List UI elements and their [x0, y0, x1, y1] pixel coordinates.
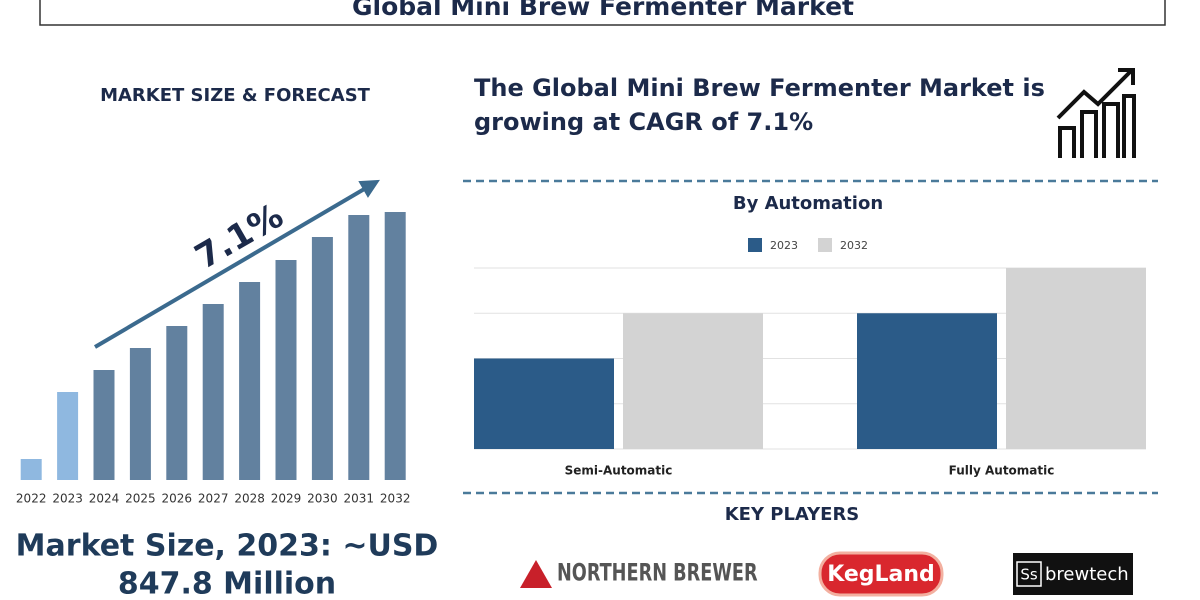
legend-swatch: [748, 238, 762, 252]
page-title: Global Mini Brew Fermenter Market: [352, 0, 854, 21]
arrow-head: [358, 179, 380, 198]
key-players-title: KEY PLAYERS: [725, 504, 860, 525]
market-size-label: Market Size, 2023: ~USD: [16, 529, 439, 564]
x-tick-label: 2031: [344, 492, 375, 506]
x-tick-label: 2029: [271, 492, 302, 506]
legend-label: 2023: [770, 239, 798, 252]
market-size-value: 847.8 Million: [118, 567, 336, 600]
logo-icon: [520, 560, 552, 588]
bar: [311, 237, 333, 480]
logo: brewtech: [1045, 564, 1129, 585]
headline: growing at CAGR of 7.1%: [474, 108, 813, 136]
bar: [1006, 268, 1146, 449]
x-tick-label: 2027: [198, 492, 229, 506]
bar: [93, 370, 115, 480]
x-tick-label: 2025: [125, 492, 156, 506]
growth-icon: [1056, 68, 1136, 158]
logo-box: [1013, 553, 1133, 595]
logo: Ss: [1020, 566, 1038, 584]
x-tick-label: 2024: [89, 492, 120, 506]
x-tick-label: 2028: [234, 492, 265, 506]
bar: [474, 358, 614, 449]
legend-label: 2032: [840, 239, 868, 252]
trend-arrow: [93, 186, 368, 349]
header-box: [39, 0, 1166, 26]
logo-box: [818, 551, 944, 597]
bar: [202, 304, 224, 480]
logo-frame: [1016, 561, 1042, 587]
section-heading: MARKET SIZE & FORECAST: [100, 85, 371, 106]
logo: KegLand: [827, 562, 935, 587]
bar: [623, 313, 763, 449]
bar: [384, 212, 406, 480]
bar: [166, 326, 188, 480]
bar: [857, 313, 997, 449]
chart-title: By Automation: [733, 193, 883, 214]
bar: [275, 260, 297, 480]
x-tick-label: Fully Automatic: [949, 464, 1055, 478]
legend-swatch: [818, 238, 832, 252]
x-tick-label: 2026: [162, 492, 193, 506]
x-tick-label: 2022: [16, 492, 47, 506]
x-tick-label: 2030: [307, 492, 338, 506]
bar: [239, 282, 261, 480]
headline: The Global Mini Brew Fermenter Market is: [474, 74, 1045, 102]
bar: [57, 392, 79, 480]
annotation: 7.1%: [188, 196, 290, 278]
logo: NORTHERN BREWER: [557, 560, 758, 587]
x-tick-label: 2023: [52, 492, 83, 506]
bar: [129, 348, 151, 480]
bar: [348, 215, 370, 480]
x-tick-label: 2032: [380, 492, 411, 506]
x-tick-label: Semi-Automatic: [565, 464, 673, 478]
bar: [20, 459, 42, 480]
